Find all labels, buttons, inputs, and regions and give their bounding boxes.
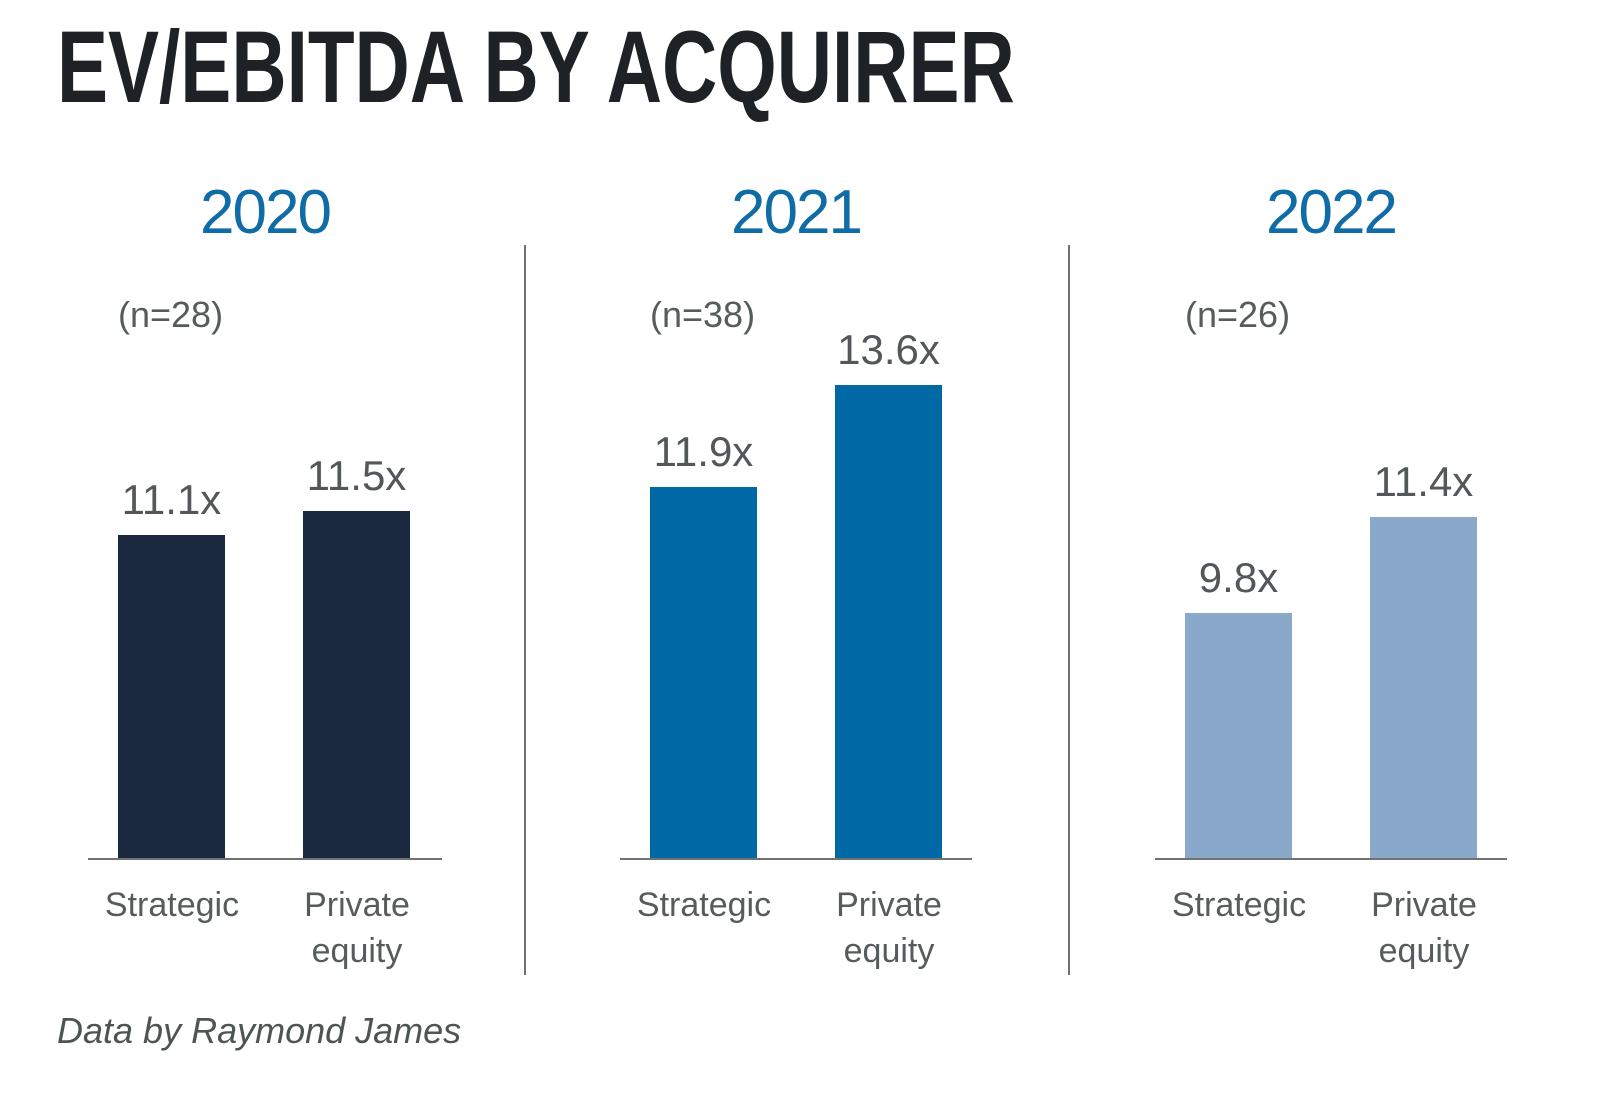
bar-value-label: 11.9x: [653, 428, 754, 475]
panel-2021: (n=38) 11.9x 13.6x Strategic Private equ…: [620, 245, 972, 975]
panel-divider: [524, 245, 526, 975]
bar-value-label: 11.5x: [306, 452, 407, 499]
panel-2022: (n=26) 9.8x 11.4x Strategic Private equi…: [1155, 245, 1507, 975]
bar-private-equity: [1370, 517, 1477, 859]
bar-value-label: 13.6x: [837, 326, 940, 373]
bar-strategic: [1185, 613, 1292, 859]
bar-strategic: [650, 487, 757, 859]
sample-size-label: (n=38): [650, 294, 756, 335]
source-note: Data by Raymond James: [57, 1010, 462, 1051]
panel-divider: [1068, 245, 1070, 975]
axis-baseline: [1155, 858, 1507, 860]
category-label-strategic: Strategic: [636, 886, 772, 924]
bar-private-equity: [303, 511, 410, 859]
bar-value-label: 11.1x: [121, 476, 222, 523]
panel-2020: (n=28) 11.1x 11.5x Strategic Private equ…: [88, 245, 442, 975]
year-heading-2020: 2020: [200, 178, 332, 247]
year-heading-2021: 2021: [731, 178, 863, 247]
category-label-strategic: Strategic: [1171, 886, 1307, 924]
axis-baseline: [620, 858, 972, 860]
bar-value-label: 11.4x: [1373, 458, 1474, 505]
category-label-private-equity: Private equity: [304, 886, 410, 970]
sample-size-label: (n=28): [118, 294, 224, 335]
category-label-private-equity: Private equity: [1371, 886, 1477, 970]
axis-baseline: [88, 858, 442, 860]
bar-value-label: 9.8x: [1198, 554, 1279, 601]
category-label-private-equity: Private equity: [836, 886, 942, 970]
category-label-strategic: Strategic: [104, 886, 240, 924]
chart-title: EV/EBITDA BY ACQUIRER: [57, 10, 1015, 124]
year-heading-2022: 2022: [1266, 178, 1398, 247]
sample-size-label: (n=26): [1185, 294, 1291, 335]
bar-private-equity: [835, 385, 942, 859]
bar-strategic: [118, 535, 225, 859]
